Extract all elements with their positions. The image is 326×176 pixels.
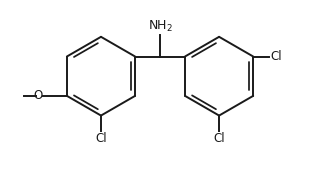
Text: O: O xyxy=(33,89,42,102)
Text: Cl: Cl xyxy=(213,132,225,145)
Text: Cl: Cl xyxy=(270,50,282,63)
Text: Cl: Cl xyxy=(95,132,107,145)
Text: NH$_2$: NH$_2$ xyxy=(148,19,172,34)
